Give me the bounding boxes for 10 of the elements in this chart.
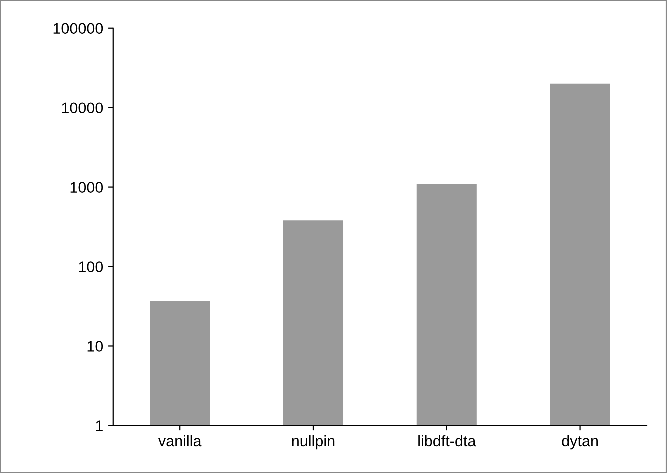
x-tick-label: nullpin — [292, 435, 335, 450]
x-tick-label: dytan — [562, 435, 598, 450]
y-tick-label: 10000 — [62, 102, 104, 114]
x-tick-label: libdft-dta — [418, 435, 476, 447]
y-tick-label: 100000 — [54, 23, 104, 34]
y-tick-label: 100 — [79, 262, 104, 272]
y-tick-label: 10 — [88, 341, 104, 352]
y-tick-label: 1000 — [70, 182, 104, 193]
x-tick-label: vanilla — [158, 435, 202, 447]
y-tick-label: 1 — [96, 420, 103, 432]
